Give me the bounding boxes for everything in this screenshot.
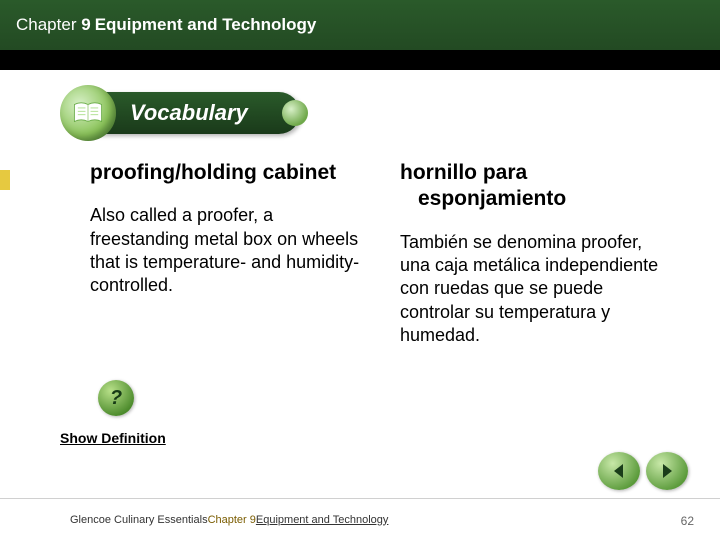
- left-column: proofing/holding cabinet Also called a p…: [90, 160, 360, 347]
- definition-english: Also called a proofer, a freestanding me…: [90, 204, 360, 298]
- definition-spanish: También se denomina proofer, una caja me…: [400, 231, 670, 348]
- vocabulary-label: Vocabulary: [96, 92, 300, 134]
- footer-prefix: Glencoe Culinary Essentials: [70, 514, 208, 526]
- footer-chapter: Chapter 9: [208, 514, 256, 526]
- chapter-number: 9: [81, 15, 90, 34]
- vocabulary-badge: Vocabulary: [60, 85, 300, 141]
- page-number: 62: [681, 514, 694, 528]
- arrow-left-icon: [609, 461, 629, 481]
- right-column: hornillo para esponjamiento También se d…: [400, 160, 670, 347]
- help-glyph: ?: [110, 387, 122, 410]
- prev-button[interactable]: [598, 452, 640, 490]
- chapter-label: Chapter: [16, 15, 76, 34]
- chapter-title: Equipment and Technology: [95, 15, 317, 35]
- nav-arrows: [598, 452, 688, 490]
- arrow-right-icon: [657, 461, 677, 481]
- term-spanish: hornillo para esponjamiento: [400, 160, 670, 213]
- term-english: proofing/holding cabinet: [90, 160, 360, 186]
- header-underline: [0, 50, 720, 70]
- content-area: proofing/holding cabinet Also called a p…: [90, 160, 670, 347]
- chapter-header: Chapter 9 Equipment and Technology: [0, 0, 720, 50]
- footer-bar: Glencoe Culinary Essentials Chapter 9 Eq…: [0, 498, 720, 540]
- footer-title-link[interactable]: Equipment and Technology: [256, 514, 389, 526]
- next-button[interactable]: [646, 452, 688, 490]
- book-icon: [60, 85, 116, 141]
- chapter-link[interactable]: Chapter 9: [16, 15, 91, 35]
- help-icon[interactable]: ?: [98, 380, 134, 416]
- side-tab: [0, 170, 10, 190]
- show-definition-link[interactable]: Show Definition: [60, 430, 166, 446]
